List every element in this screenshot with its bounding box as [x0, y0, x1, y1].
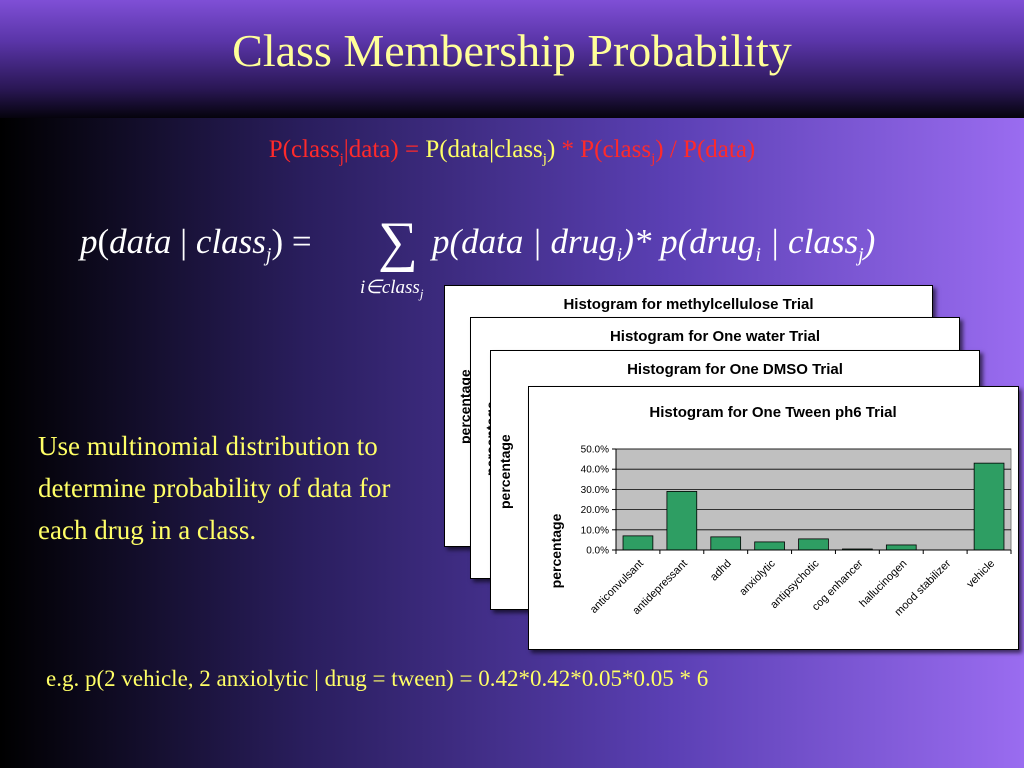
bar-hallucinogen — [885, 544, 917, 551]
bayes-rule: P(classj|data) = P(data|classj) * P(clas… — [0, 136, 1024, 168]
bayes-lhs-rest: |data) = — [343, 136, 426, 163]
equation-rhs: p(data | drugi)* p(drugi | classj) — [432, 222, 875, 267]
sigma-symbol: ∑ — [378, 211, 418, 273]
card-title-water: Histogram for One water Trial — [609, 328, 821, 345]
eq-lhs-data: data — [109, 222, 172, 261]
sum-index: i∈classj — [360, 276, 423, 302]
card-title-dmso: Histogram for One DMSO Trial — [627, 361, 843, 378]
chart-y-axis-label: percentage — [548, 513, 564, 588]
bayes-rhs-sub: j — [651, 151, 656, 167]
bayes-likelihood-sub: j — [542, 151, 547, 167]
histogram-card-tween: Histogram for One Tween ph6 Trial percen… — [528, 386, 1019, 650]
eq-lhs-bar: | — [171, 222, 196, 261]
chart-title: Histogram for One Tween ph6 Trial — [649, 404, 896, 421]
bar-antipsychotic — [798, 538, 829, 551]
eq-rhs3-close: ) — [863, 222, 876, 261]
bayes-lhs-sub: j — [339, 151, 344, 167]
tween-histogram-chart: Histogram for One Tween ph6 Trial percen… — [548, 404, 1012, 618]
bayes-likelihood-rest: ) — [546, 136, 556, 163]
sum-index-text: i∈class — [360, 277, 420, 298]
equation-lhs: p(data | classj) = — [80, 222, 312, 267]
y-tick-labels: 0.0% 10.0% 20.0% 30.0% 40.0% 50.0% — [581, 445, 616, 557]
card-ylabel-dmso: percentage — [497, 434, 513, 509]
x-tick-label-vehicle: vehicle — [964, 558, 997, 591]
eq-rhs2-sub: i — [755, 244, 761, 266]
eq-lhs-p: p — [80, 222, 98, 261]
eq-lhs-class: class — [195, 222, 266, 261]
eq-rhs1: p(data | drug — [432, 222, 617, 261]
bayes-rhs-rest: ) / P(data) — [655, 136, 756, 163]
y-tick-label: 50.0% — [581, 445, 609, 456]
eq-lhs-sub: j — [265, 244, 272, 266]
y-tick-label: 0.0% — [586, 546, 609, 557]
bar-anticonvulsant — [622, 535, 654, 551]
eq-lhs-open: ( — [97, 222, 110, 261]
bar-anxiolytic — [754, 541, 785, 551]
bar-antidepressant — [666, 491, 698, 551]
eq-rhs1-close: )* p(drug — [622, 222, 756, 261]
bar-vehicle — [973, 462, 1005, 551]
eq-rhs3-sub: j — [858, 244, 864, 266]
title-bar — [0, 0, 1024, 118]
bar-adhd — [710, 536, 742, 551]
y-tick-label: 40.0% — [581, 465, 609, 476]
bayes-lhs: P(class — [268, 136, 340, 163]
example-calculation: e.g. p(2 vehicle, 2 anxiolytic | drug = … — [46, 666, 709, 691]
y-tick-label: 30.0% — [581, 485, 609, 496]
slide-title: Class Membership Probability — [232, 25, 792, 76]
eq-rhs1-sub: i — [616, 244, 623, 266]
y-tick-label: 10.0% — [581, 525, 609, 536]
eq-lhs-close: ) = — [271, 222, 312, 261]
card-title-methylcellulose: Histogram for methylcellulose Trial — [563, 296, 814, 313]
bayes-likelihood: P(data|class — [425, 136, 543, 163]
y-tick-label: 20.0% — [581, 505, 609, 516]
bars-group — [622, 462, 1005, 551]
x-tick-label-adhd: adhd — [708, 558, 734, 584]
grid-lines — [616, 448, 1011, 531]
x-tick-label-anxiolytic: anxiolytic — [737, 557, 778, 598]
body-text: Use multinomial distribution to determin… — [38, 431, 391, 545]
sum-index-sub: j — [419, 285, 424, 301]
bayes-rhs: * P(class — [555, 136, 652, 163]
eq-rhs2-mid: | class — [760, 222, 859, 261]
